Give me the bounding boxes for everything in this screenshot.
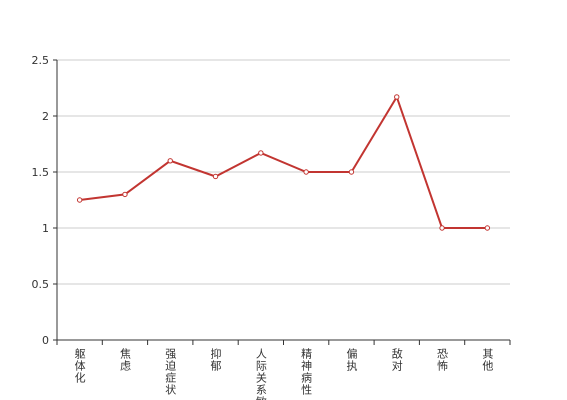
point <box>212 173 219 180</box>
x-tick-label: 敌对 <box>390 347 403 372</box>
x-tick-label: 其他 <box>481 348 494 372</box>
point <box>167 158 173 164</box>
y-tick-label: 2.5 <box>32 54 50 67</box>
point <box>258 150 264 156</box>
point <box>303 169 309 175</box>
point <box>122 191 128 198</box>
point <box>439 225 445 231</box>
line <box>79 94 488 229</box>
x-tick-label: 精神病性 <box>300 348 313 396</box>
x-tick-label: 躯体化 <box>73 348 86 384</box>
point <box>484 225 491 231</box>
x-tick-label: 强迫症状 <box>164 348 177 396</box>
x-tick-label: 恐怖 <box>436 348 449 372</box>
x-tick-label: 人际关系敏感 <box>254 348 267 400</box>
point <box>394 94 400 100</box>
y-tick-label: 0.5 <box>32 278 50 291</box>
y-tick-label: 1 <box>42 222 49 235</box>
y-tick-label: 0 <box>42 334 49 347</box>
y-tick-label: 2 <box>42 110 49 123</box>
x-tick-label: 抑郁 <box>209 347 222 372</box>
y-tick-label: 1.5 <box>32 166 50 179</box>
x-tick-label: 焦虑 <box>118 348 131 372</box>
x-tick-label: 偏执 <box>345 347 358 372</box>
point <box>76 197 83 203</box>
point <box>348 169 355 175</box>
